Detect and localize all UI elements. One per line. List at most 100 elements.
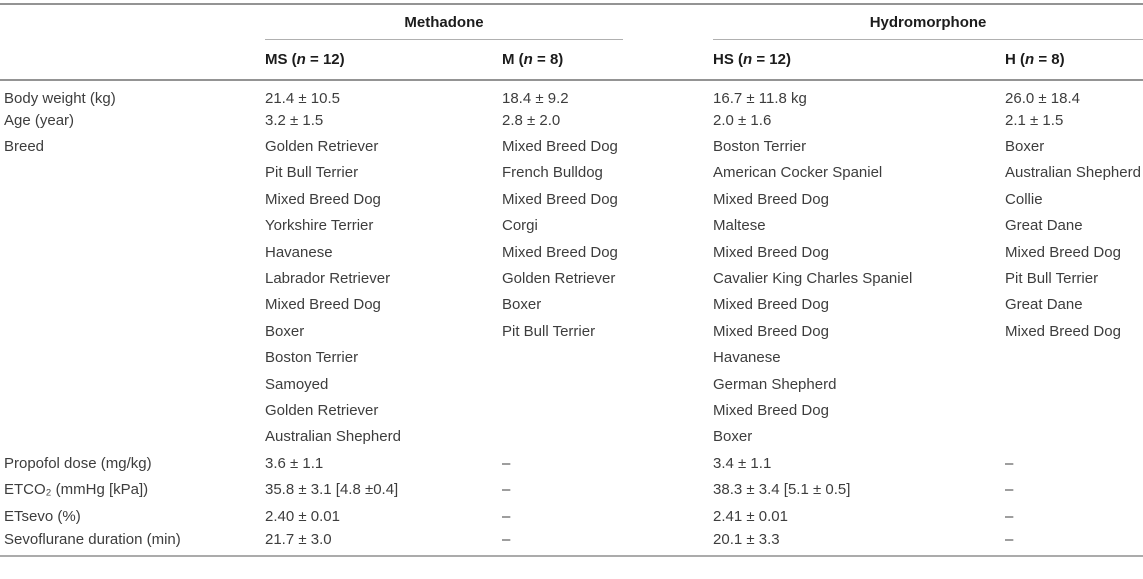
cell-m: – <box>502 507 511 525</box>
row-label <box>0 371 265 397</box>
cell-m <box>502 397 713 423</box>
cell-m: French Bulldog <box>502 164 603 182</box>
cell-m: 18.4 ± 9.2 <box>502 90 569 107</box>
row-label: Propofol dose (mg/kg) <box>4 454 152 472</box>
column-header-m: M (n = 8) <box>502 40 713 80</box>
table-row: Propofol dose (mg/kg) 3.6 ± 1.1 – 3.4 ± … <box>0 450 1143 476</box>
empty-corner-cell <box>0 4 265 40</box>
cell-h: Mixed Breed Dog <box>1005 322 1121 340</box>
cell-h <box>1005 371 1143 397</box>
cell-h: Mixed Breed Dog <box>1005 243 1121 261</box>
cell-hs: 2.41 ± 0.01 <box>713 507 788 525</box>
group-header-row: Methadone Hydromorphone <box>0 4 1143 40</box>
table-row: Body weight (kg) 21.4 ± 10.5 18.4 ± 9.2 … <box>0 80 1143 107</box>
cell-hs: Mixed Breed Dog <box>713 296 829 314</box>
table-row: ETsevo (%) 2.40 ± 0.01 – 2.41 ± 0.01 – <box>0 503 1143 529</box>
cell-m: Corgi <box>502 217 538 235</box>
cell-h: Boxer <box>1005 138 1045 156</box>
group-header-hydromorphone-underline: Hydromorphone <box>713 5 1143 40</box>
cell-h: – <box>1005 481 1014 499</box>
table-row: Mixed Breed Dog Boxer Mixed Breed Dog Gr… <box>0 292 1143 318</box>
cell-hs: 2.0 ± 1.6 <box>713 111 772 129</box>
cell-ms: Boston Terrier <box>265 349 359 367</box>
cell-ms: Golden Retriever <box>265 138 379 156</box>
table-row: Boston Terrier Havanese <box>0 345 1143 371</box>
table-row: Sevoflurane duration (min) 21.7 ± 3.0 – … <box>0 529 1143 555</box>
table-row: ETCO₂ (mmHg [kPa]) 35.8 ± 3.1 [4.8 ±0.4]… <box>0 476 1143 502</box>
row-label <box>0 239 265 265</box>
cell-ms: Golden Retriever <box>265 401 379 419</box>
cell-hs: Boston Terrier <box>713 138 807 156</box>
cell-m: Mixed Breed Dog <box>502 243 618 261</box>
row-label <box>0 160 265 186</box>
col-hs-n-italic: n <box>743 51 753 68</box>
cell-m: – <box>502 454 511 472</box>
cell-ms: Mixed Breed Dog <box>265 296 381 314</box>
cell-h: Australian Shepherd <box>1005 164 1141 182</box>
cell-ms: 21.7 ± 3.0 <box>265 531 332 549</box>
group-label-hydromorphone: Hydromorphone <box>869 13 987 31</box>
cell-hs: 38.3 ± 3.4 [5.1 ± 0.5] <box>713 481 851 499</box>
cell-h <box>1005 345 1143 371</box>
row-label <box>0 186 265 212</box>
cell-m <box>502 424 713 450</box>
cell-hs: 16.7 ± 11.8 kg <box>713 90 807 107</box>
column-header-ms: MS (n = 12) <box>265 40 502 80</box>
column-header-hs: HS (n = 12) <box>713 40 1005 80</box>
cell-h <box>1005 424 1143 450</box>
column-header-row: MS (n = 12) M (n = 8) HS (n = 12) H (n =… <box>0 40 1143 80</box>
cell-ms: Labrador Retriever <box>265 270 391 288</box>
table-row: Samoyed German Shepherd <box>0 371 1143 397</box>
group-label-methadone: Methadone <box>404 13 484 31</box>
group-header-hydromorphone: Hydromorphone <box>713 4 1143 40</box>
cell-h: 2.1 ± 1.5 <box>1005 111 1064 129</box>
cell-hs: 3.4 ± 1.1 <box>713 454 772 472</box>
cell-ms: Pit Bull Terrier <box>265 164 359 182</box>
anesthesia-demographics-table: Methadone Hydromorphone MS (n = 12) M (n… <box>0 3 1143 557</box>
cell-ms: 3.2 ± 1.5 <box>265 111 324 129</box>
row-label <box>0 397 265 423</box>
row-label <box>0 213 265 239</box>
cell-m: Pit Bull Terrier <box>502 322 596 340</box>
cell-m: Golden Retriever <box>502 270 616 288</box>
col-ms-prefix: MS ( <box>265 51 297 68</box>
table-row: Mixed Breed Dog Mixed Breed Dog Mixed Br… <box>0 186 1143 212</box>
table-row: Golden Retriever Mixed Breed Dog <box>0 397 1143 423</box>
cell-ms: 2.40 ± 0.01 <box>265 507 340 525</box>
table-row: Age (year) 3.2 ± 1.5 2.8 ± 2.0 2.0 ± 1.6… <box>0 107 1143 133</box>
col-m-n-italic: n <box>523 51 533 68</box>
cell-h: – <box>1005 531 1014 549</box>
cell-ms: 3.6 ± 1.1 <box>265 454 324 472</box>
cell-h: Great Dane <box>1005 217 1083 235</box>
cell-h: – <box>1005 454 1014 472</box>
cell-ms: Mixed Breed Dog <box>265 190 381 208</box>
cell-h: – <box>1005 507 1014 525</box>
cell-hs: 20.1 ± 3.3 <box>713 531 780 549</box>
cell-hs: Maltese <box>713 217 766 235</box>
group-header-methadone-underline: Methadone <box>265 5 624 40</box>
cell-hs: Cavalier King Charles Spaniel <box>713 270 913 288</box>
row-label: Sevoflurane duration (min) <box>4 531 181 549</box>
cell-ms: Yorkshire Terrier <box>265 217 374 235</box>
table-body: Body weight (kg) 21.4 ± 10.5 18.4 ± 9.2 … <box>0 80 1143 556</box>
cell-ms: Australian Shepherd <box>265 428 401 446</box>
cell-m: – <box>502 481 511 499</box>
table-row: Boxer Pit Bull Terrier Mixed Breed Dog M… <box>0 318 1143 344</box>
cell-hs: American Cocker Spaniel <box>713 164 883 182</box>
cell-ms: 35.8 ± 3.1 [4.8 ±0.4] <box>265 481 399 499</box>
cell-hs: Mixed Breed Dog <box>713 190 829 208</box>
cell-h: Collie <box>1005 190 1043 208</box>
cell-h <box>1005 397 1143 423</box>
row-label: Breed <box>4 138 45 156</box>
col-hs-suffix: = 12) <box>752 51 791 68</box>
cell-hs: Mixed Breed Dog <box>713 243 829 261</box>
cell-ms: Samoyed <box>265 375 329 393</box>
col-h-suffix: = 8) <box>1034 51 1065 68</box>
row-label <box>0 292 265 318</box>
col-m-suffix: = 8) <box>532 51 564 68</box>
cell-hs: Mixed Breed Dog <box>713 322 829 340</box>
col-ms-suffix: = 12) <box>305 51 345 68</box>
group-header-methadone: Methadone <box>265 4 713 40</box>
row-label <box>0 265 265 291</box>
table-row: Labrador Retriever Golden Retriever Cava… <box>0 265 1143 291</box>
